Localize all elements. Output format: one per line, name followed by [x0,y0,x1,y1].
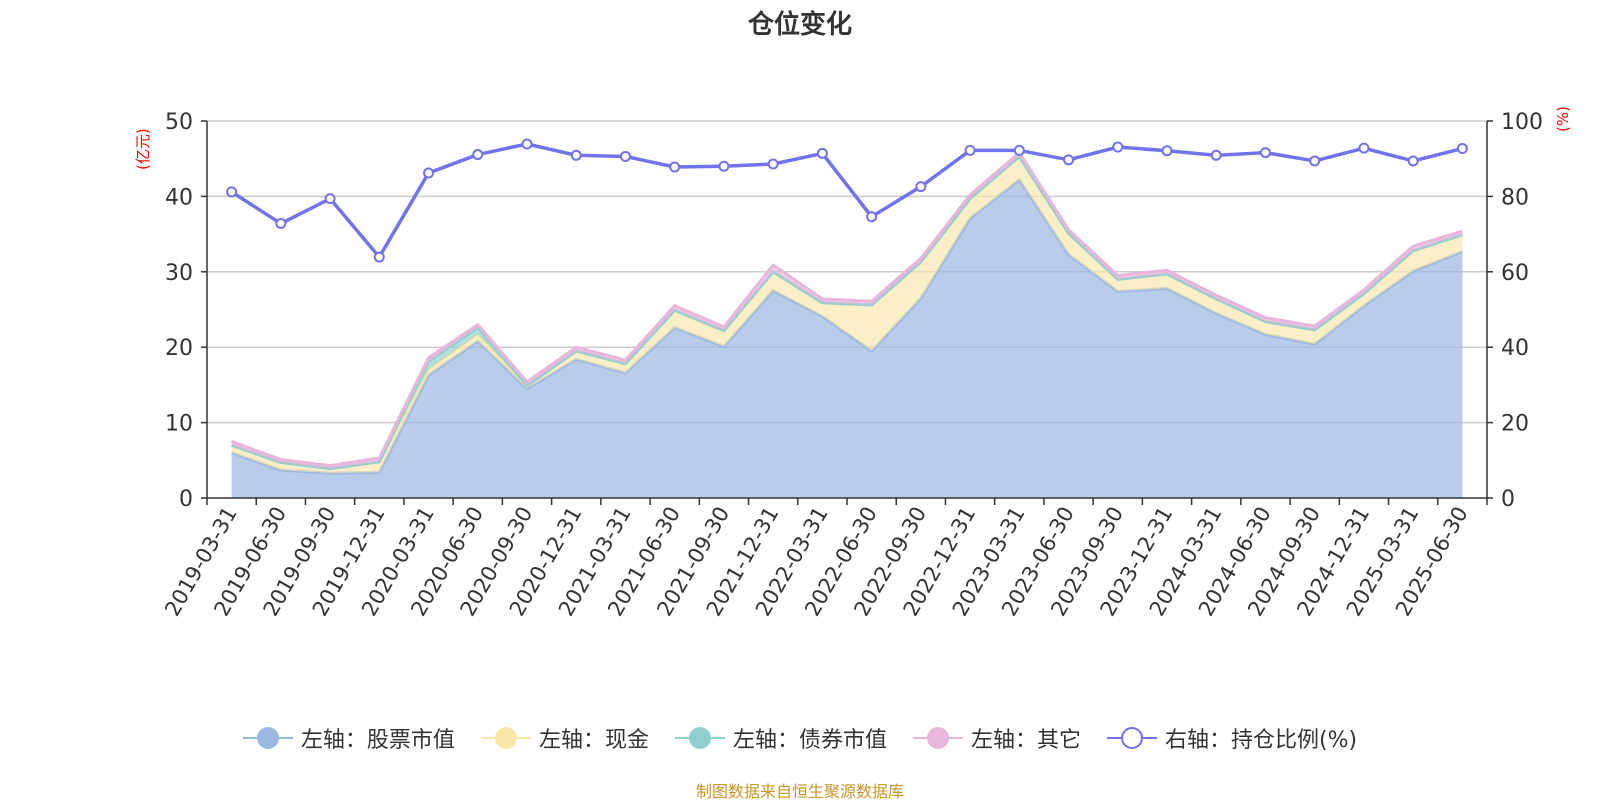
legend-item-other[interactable]: 左轴：其它 [912,722,1081,754]
right-axis-tick-label: 80 [1501,185,1529,210]
position-chart: 010203040500204060801002019-03-312019-06… [160,110,1543,620]
area-stock [231,179,1463,498]
legend-symbol-ratio [1106,727,1157,749]
ratio-point [964,144,976,156]
ratio-point [423,167,435,179]
ratio-point [866,211,878,223]
legend-label-cash: 左轴：现金 [538,728,649,753]
left-axis-tick-label: 40 [165,185,193,210]
legend-item-stock[interactable]: 左轴：股票市值 [242,722,455,754]
legend-label-bond: 左轴：债券市值 [732,728,887,753]
legend-label-ratio: 右轴：持仓比例(%) [1164,728,1358,753]
legend-item-ratio[interactable]: 右轴：持仓比例(%) [1106,722,1358,754]
ratio-line [230,142,1463,259]
ratio-point [226,186,238,198]
ratio-point [1013,144,1025,156]
chart-title: 仓位变化 [747,10,852,40]
ratio-point [1210,149,1222,161]
ratio-point [669,161,681,173]
ratio-point [373,251,385,263]
chart-legend: 左轴：股票市值 左轴：现金 左轴：债券市值 左轴：其它 右轴：持仓比例(%) [0,722,1600,754]
ratio-point [767,158,779,170]
legend-symbol-cash [480,727,531,749]
ratio-point [816,147,828,159]
ratio-point [1407,155,1419,167]
legend-item-bond[interactable]: 左轴：债券市值 [674,722,887,754]
ratio-point [718,160,730,172]
ratio-point [1112,141,1124,153]
ratio-point [619,150,631,162]
ratio-point [275,218,287,230]
right-axis-tick-label: 100 [1501,110,1543,135]
legend-label-other: 左轴：其它 [970,728,1081,753]
legend-symbol-stock [242,727,293,749]
left-axis-tick-label: 0 [179,487,193,512]
ratio-point [1161,145,1173,157]
legend-label-stock: 左轴：股票市值 [300,728,455,753]
right-axis-tick-label: 40 [1501,336,1529,361]
left-axis-tick-label: 30 [165,261,193,286]
ratio-point [324,193,336,205]
area-line-other [231,151,1463,468]
legend-symbol-other [912,727,963,749]
ratio-point [1063,154,1075,166]
ratio-point [915,181,927,193]
right-axis-tick-label: 0 [1501,487,1515,512]
ratio-point [1456,143,1468,155]
area-cash [231,156,1463,474]
ratio-point [1309,155,1321,167]
right-axis-tick-label: 20 [1501,412,1529,437]
data-source-note: 制图数据来自恒生聚源数据库 [695,782,904,801]
ratio-point [1259,147,1271,159]
left-axis-tick-label: 20 [165,336,193,361]
ratio-point [472,149,484,161]
legend-symbol-bond [674,727,725,749]
right-axis-tick-label: 60 [1501,261,1529,286]
legend-item-cash[interactable]: 左轴：现金 [480,722,649,754]
left-axis-tick-label: 50 [165,110,193,135]
ratio-point [570,149,582,161]
left-axis-tick-label: 10 [165,412,193,437]
ratio-point [1358,142,1370,154]
ratio-point [521,138,533,150]
